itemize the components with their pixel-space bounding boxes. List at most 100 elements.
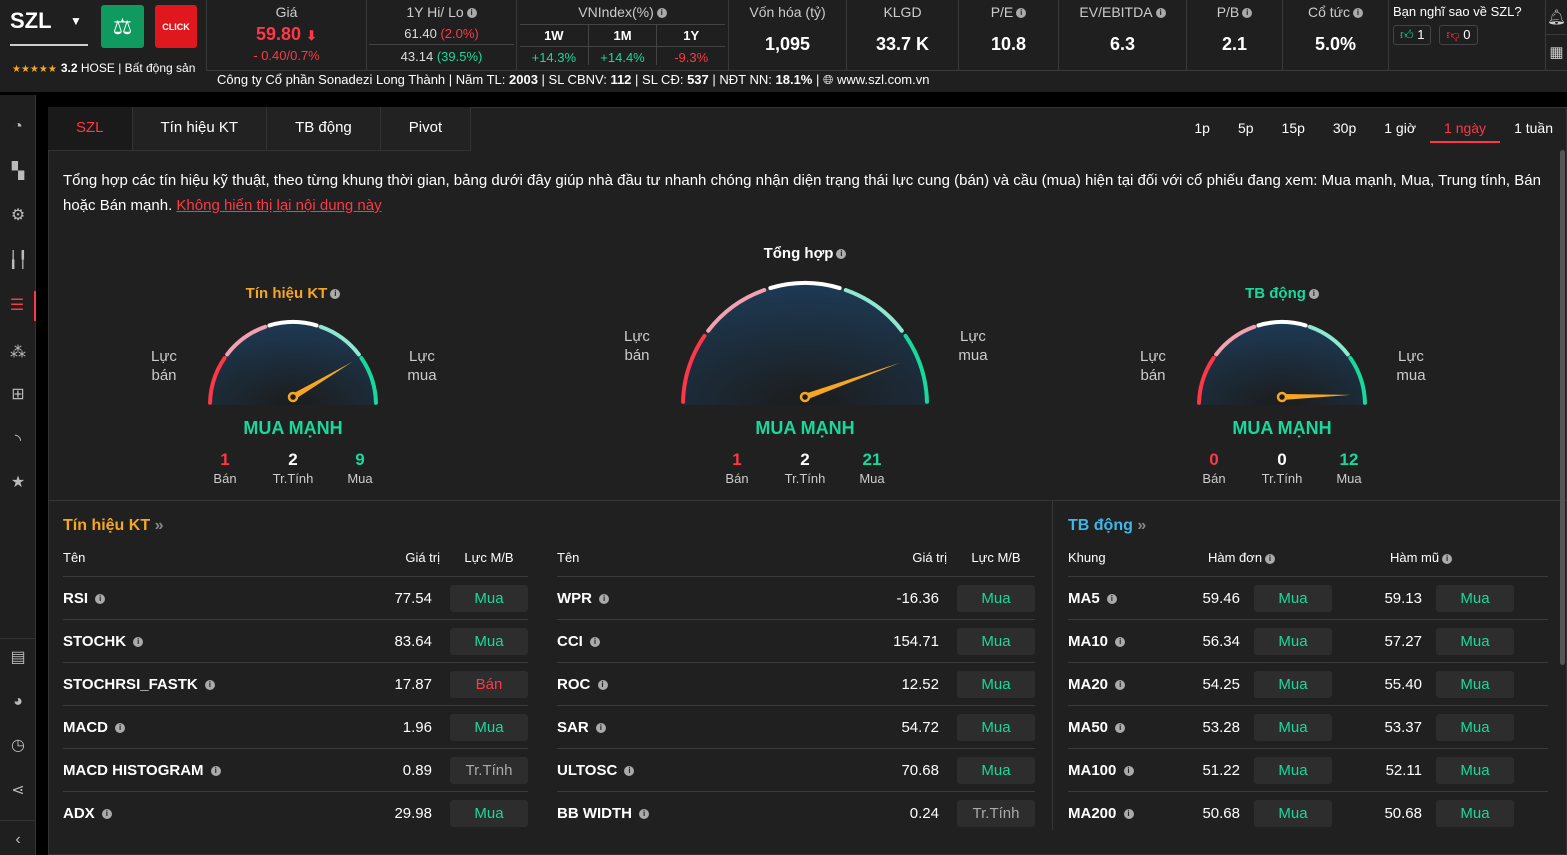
info-icon[interactable]: i [656, 8, 667, 19]
tab-0[interactable]: SZL [48, 107, 133, 151]
candlestick-icon[interactable]: ╽╿ [8, 252, 28, 269]
info-icon[interactable]: i [1442, 553, 1453, 564]
signal-badge: Bán [450, 670, 528, 698]
sell-count-label: Bán [213, 471, 237, 486]
info-icon[interactable]: i [1106, 593, 1117, 604]
metric-label: Cổ tức [1307, 4, 1351, 20]
stars-icon[interactable]: ⁂ [10, 344, 26, 361]
one-click-button[interactable]: CLICK [155, 5, 197, 48]
info-icon[interactable]: i [836, 249, 847, 260]
price-label: Giá [275, 4, 298, 20]
info-icon[interactable]: i [599, 593, 610, 604]
info-icon[interactable]: i [210, 765, 221, 776]
website-link[interactable]: www.szl.com.vn [837, 72, 930, 87]
collapse-icon[interactable]: ‹ [15, 831, 21, 848]
sell-count-label: Bán [1202, 471, 1226, 486]
metric-value: 5.0% [1314, 34, 1357, 54]
gauge-segment [843, 287, 904, 333]
indicator-value: 77.54 [394, 589, 432, 607]
pie-chart-icon[interactable]: ◕ [13, 693, 23, 710]
col-force: Lực M/B [971, 550, 1021, 565]
info-icon[interactable]: i [1308, 289, 1319, 300]
rss-icon[interactable]: ◝ [14, 432, 22, 449]
info-icon[interactable]: i [590, 636, 601, 647]
heatmap-icon[interactable]: ▚ [11, 163, 25, 180]
info-icon[interactable]: i [115, 722, 126, 733]
timeframe-option[interactable]: 1p [1194, 120, 1210, 136]
staff-label: SL CBNV: [548, 72, 607, 87]
star-chat-icon[interactable]: ★ [10, 474, 26, 491]
info-icon[interactable]: i [330, 289, 341, 300]
buy-force-label: Lực mua [958, 328, 988, 364]
document-icon[interactable]: ▤ [10, 649, 26, 666]
timeframe-option[interactable]: 30p [1332, 120, 1357, 136]
traffic-light-icon[interactable]: ☰ [0, 291, 36, 321]
calculator-icon[interactable]: ⊞ [11, 386, 25, 403]
signal-badge: Mua [957, 627, 1035, 655]
info-icon[interactable]: i [1115, 679, 1126, 690]
indicator-value: 29.98 [394, 804, 432, 822]
table-row: MA200 i 50.68 Mua 50.68 Mua [1068, 791, 1548, 834]
bell-icon[interactable]: 🔔︎ [1546, 0, 1567, 35]
auction-button[interactable]: ⚖ [101, 5, 144, 48]
clock-icon[interactable]: ◷ [11, 737, 25, 754]
buy-count: 12 [1339, 450, 1359, 469]
info-icon[interactable]: i [1115, 722, 1126, 733]
info-icon[interactable]: i [1353, 8, 1364, 19]
metric-value: 33.7 K [875, 34, 930, 54]
info-icon[interactable]: i [133, 636, 144, 647]
info-icon[interactable]: i [1123, 808, 1134, 819]
timeframe-option[interactable]: 1 giờ [1384, 120, 1417, 136]
chevron-double-right-icon[interactable]: » [1137, 517, 1147, 534]
info-icon[interactable]: i [95, 593, 106, 604]
timeframe-option[interactable]: 15p [1281, 120, 1305, 136]
info-icon[interactable]: i [204, 679, 215, 690]
share-icon[interactable]: ⋖ [11, 782, 25, 799]
tech-section-title[interactable]: Tín hiệu KT » [63, 517, 163, 535]
info-icon[interactable]: i [595, 722, 606, 733]
like-button[interactable]: 👍︎ 1 [1393, 25, 1432, 45]
timeframe-option[interactable]: 5p [1237, 120, 1254, 136]
arrow-down-icon: ⬇ [306, 28, 317, 43]
info-icon[interactable]: i [1242, 8, 1253, 19]
dislike-button[interactable]: 👎︎ 0 [1439, 25, 1478, 45]
chevron-double-right-icon[interactable]: » [154, 517, 164, 534]
timeframe-option[interactable]: 1 ngày [1430, 120, 1501, 143]
info-icon[interactable]: i [1016, 8, 1027, 19]
signal-badge: Mua [1254, 584, 1332, 612]
info-icon[interactable]: i [624, 765, 635, 776]
period-value: -9.3% [674, 50, 709, 65]
tab-1[interactable]: Tín hiệu KT [132, 107, 268, 151]
ma-section-title[interactable]: TB động » [1068, 517, 1146, 535]
col-frame: Khung [1068, 550, 1106, 565]
dashboard-icon[interactable]: ◔ [13, 118, 23, 135]
money-gear-icon[interactable]: ⚙ [10, 207, 26, 224]
neutral-count-label: Tr.Tính [784, 471, 826, 486]
info-icon[interactable]: i [101, 808, 112, 819]
hide-description-link[interactable]: Không hiển thị lại nội dung này [176, 197, 382, 214]
table-row: RSI i 77.54 Mua [63, 576, 528, 619]
indicator-value: 70.68 [901, 761, 939, 779]
info-icon[interactable]: i [1155, 8, 1166, 19]
info-icon[interactable]: i [1123, 765, 1134, 776]
info-icon[interactable]: i [466, 8, 477, 19]
ma-title: TB động [1068, 517, 1133, 534]
info-icon[interactable]: i [1115, 636, 1126, 647]
vnindex-period: 1M +14.4% [587, 25, 657, 65]
calendar-icon[interactable]: ▦ [1549, 44, 1564, 61]
symbol-selector[interactable]: SZL ▼ [10, 8, 88, 46]
tab-2[interactable]: TB động [267, 107, 381, 151]
gauge-dial [1197, 320, 1367, 405]
info-icon[interactable]: i [639, 808, 650, 819]
ma-name: MA20 [1068, 675, 1109, 693]
gauge-needle [803, 362, 901, 400]
gauge-dial [681, 281, 929, 405]
indicator-name: RSI [63, 589, 89, 607]
thumbs-up-icon: 👍︎ [1400, 27, 1414, 42]
timeframe-option[interactable]: 1 tuần [1514, 120, 1553, 136]
info-icon[interactable]: i [597, 679, 608, 690]
exp-value: 57.27 [1384, 632, 1422, 650]
info-icon[interactable]: i [1265, 553, 1276, 564]
scrollbar[interactable] [1560, 150, 1565, 665]
tab-3[interactable]: Pivot [380, 107, 472, 151]
